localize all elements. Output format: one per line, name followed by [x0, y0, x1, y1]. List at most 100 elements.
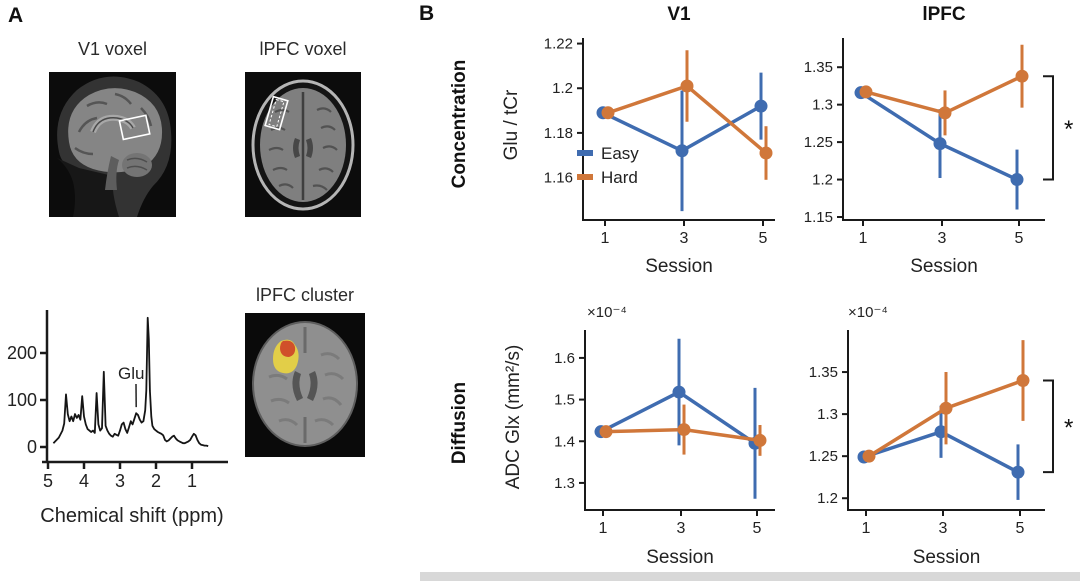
panel-a-label: A [8, 4, 24, 27]
y-tick-label: 1.18 [544, 125, 573, 142]
data-point [675, 144, 689, 158]
series-hard [859, 44, 1029, 136]
data-point [933, 137, 947, 151]
y-tick-label: 1.22 [544, 36, 573, 53]
lpfc-cluster-title: lPFC cluster [255, 285, 354, 305]
y-tick-label: 1.2 [812, 172, 833, 189]
series-hard [862, 340, 1030, 463]
x-axis-label: Session [913, 547, 981, 568]
x-tick-label: 5 [753, 520, 762, 537]
column-title-v1: V1 [667, 4, 691, 25]
lpfc-voxel-box [264, 95, 289, 131]
significance-bracket [1043, 379, 1054, 474]
axes [582, 38, 775, 221]
x-tick-label: 1 [862, 520, 871, 537]
data-point [754, 99, 768, 113]
significance-star: * [1064, 116, 1073, 143]
y-tick-label: 1.35 [809, 364, 838, 381]
y-tick-label: 1.25 [809, 448, 838, 465]
x-tick-label: 1 [601, 230, 610, 247]
y-tick-label: 100 [7, 390, 37, 410]
x-tick-label: 5 [1015, 230, 1024, 247]
axes [847, 330, 1045, 511]
data-point [938, 106, 952, 120]
ventricles [293, 138, 313, 158]
series-hard [599, 404, 767, 456]
lpfc-voxel-title: lPFC voxel [259, 39, 347, 59]
lpfc-concentration-chart: 1.15 1.2 1.25 1.3 1.35 1 3 5 Session * [804, 38, 1073, 277]
y-tick-label: 1.6 [554, 350, 575, 367]
legend-swatch [577, 174, 593, 180]
data-point [934, 425, 948, 439]
y-tick-label: 1.2 [817, 490, 838, 507]
axis-multiplier: ×10⁻⁴ [848, 304, 888, 321]
v1-diffusion-chart: 1.3 1.4 1.5 1.6 1 3 5 Session ×10⁻⁴ [554, 304, 775, 568]
x-tick-label: 3 [115, 471, 125, 491]
series-easy [857, 405, 1025, 500]
column-title-lpfc: lPFC [922, 4, 966, 25]
data-point [939, 401, 953, 415]
lpfc-cluster-image [245, 313, 365, 457]
v1-concentration-chart: 1.16 1.18 1.2 1.22 1 3 5 Session Easy Hard [544, 36, 775, 277]
y-tick-label: 1.4 [554, 433, 575, 450]
panel-b-label: B [419, 2, 435, 25]
data-point [680, 79, 694, 93]
series-easy [854, 86, 1024, 210]
data-point [601, 106, 615, 120]
y-tick-label: 1.2 [552, 80, 573, 97]
x-tick-label: 3 [938, 230, 947, 247]
data-point [1015, 69, 1029, 83]
significance-bracket [1043, 75, 1054, 181]
x-tick-label: 5 [43, 471, 53, 491]
x-tick-label: 5 [759, 230, 768, 247]
data-point [859, 85, 873, 99]
data-point [862, 449, 876, 463]
data-point [1016, 373, 1030, 387]
data-point [759, 146, 773, 160]
x-axis-label: Chemical shift (ppm) [40, 505, 223, 527]
axes [584, 330, 775, 511]
row-label-concentration: Concentration [449, 59, 470, 189]
series-easy [594, 338, 762, 499]
data-point [599, 425, 613, 439]
data-point [677, 423, 691, 437]
v1-voxel-title: V1 voxel [77, 39, 148, 59]
y-tick-label: 1.16 [544, 170, 573, 187]
face-neck-dark [57, 158, 119, 217]
series-easy [596, 72, 768, 212]
cerebellum [122, 153, 152, 177]
x-tick-label: 3 [939, 520, 948, 537]
x-tick-label: 3 [680, 230, 689, 247]
x-tick-label: 4 [79, 471, 89, 491]
spectrum-trace [52, 316, 209, 447]
axes [842, 38, 1045, 221]
y-tick-label: 1.3 [817, 406, 838, 423]
v1-voxel-box [118, 114, 151, 141]
data-point [753, 433, 767, 447]
y-tick-label: 1.3 [554, 475, 575, 492]
y-tick-label: 1.5 [554, 392, 575, 409]
mrs-spectrum-chart: 0 100 200 5 4 3 2 1 Chemical shift (ppm) Glu [7, 310, 228, 527]
axis-multiplier: ×10⁻⁴ [587, 304, 627, 321]
x-tick-label: 5 [1016, 520, 1025, 537]
x-tick-label: 1 [859, 230, 868, 247]
cluster-blob-core [280, 340, 296, 357]
v1-voxel-mri-image [49, 72, 176, 217]
y-tick-label: 200 [7, 343, 37, 363]
y-tick-label: 1.3 [812, 97, 833, 114]
x-tick-label: 2 [151, 471, 161, 491]
glu-annotation: Glu [118, 364, 144, 383]
legend-label: Easy [601, 144, 639, 163]
y-tick-label: 1.35 [804, 59, 833, 76]
ventricles [292, 371, 318, 401]
lpfc-diffusion-chart: 1.2 1.25 1.3 1.35 1 3 5 Session ×10⁻⁴ * [809, 304, 1074, 568]
x-axis-label: Session [910, 256, 978, 277]
y-tick-label: 1.15 [804, 209, 833, 226]
x-tick-label: 1 [599, 520, 608, 537]
x-axis-label: Session [646, 547, 714, 568]
row-label-diffusion: Diffusion [449, 381, 470, 465]
lpfc-voxel-mri-image [245, 72, 361, 217]
data-point [672, 385, 686, 399]
data-point [1011, 465, 1025, 479]
significance-star: * [1064, 414, 1073, 441]
